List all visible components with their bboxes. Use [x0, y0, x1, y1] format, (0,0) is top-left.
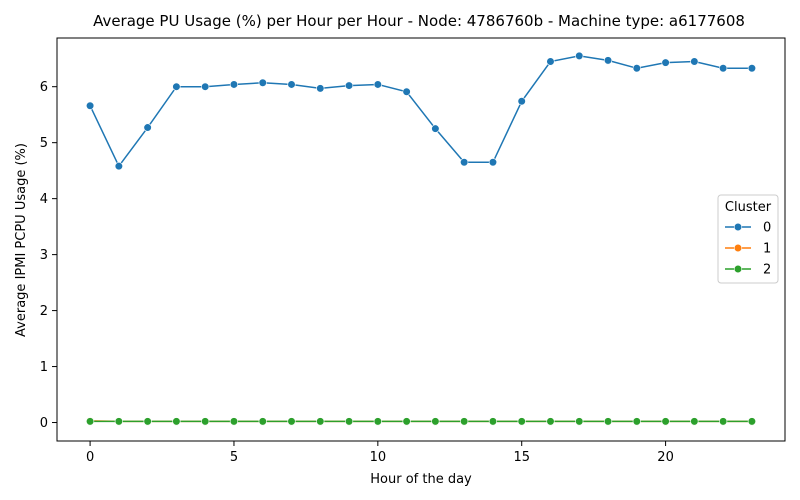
legend: Cluster 0 1 2 [717, 194, 779, 284]
x-tick-label: 10 [370, 450, 387, 465]
data-point [201, 417, 210, 426]
y-tick-label: 5 [40, 136, 48, 151]
data-point [719, 64, 728, 73]
y-axis: 0 1 2 3 4 5 6 [40, 80, 57, 431]
data-point [344, 417, 354, 426]
legend-label: 1 [763, 242, 771, 257]
data-point [85, 417, 95, 426]
legend-label: 2 [763, 263, 771, 278]
data-point [229, 80, 239, 89]
data-point [661, 58, 670, 67]
data-point [431, 417, 440, 426]
data-point [402, 87, 411, 96]
data-point [201, 82, 210, 91]
plot-frame [56, 37, 786, 442]
data-point [229, 417, 239, 426]
legend-title: Cluster [725, 200, 772, 215]
data-point [460, 158, 469, 167]
data-point [690, 417, 699, 426]
data-point [632, 417, 641, 426]
data-point [603, 56, 613, 65]
series-group [85, 51, 757, 426]
data-point [373, 417, 382, 426]
data-point [460, 417, 469, 426]
data-point [316, 84, 325, 93]
y-tick-label: 4 [40, 192, 48, 207]
data-point [114, 417, 123, 426]
legend-marker [733, 222, 743, 232]
data-point [575, 417, 584, 426]
data-point [719, 417, 728, 426]
data-point [661, 417, 670, 426]
data-point [172, 82, 181, 91]
x-tick-label: 20 [657, 450, 674, 465]
data-point [546, 417, 555, 426]
y-tick-label: 6 [40, 80, 48, 95]
y-tick-label: 2 [40, 304, 48, 319]
legend-item-2: 2 [725, 263, 771, 278]
data-point [143, 123, 152, 132]
data-point [373, 80, 382, 89]
data-point [488, 158, 498, 167]
data-point [603, 417, 613, 426]
data-point [546, 57, 555, 66]
data-point [747, 417, 757, 426]
series-line [89, 55, 752, 168]
y-tick-label: 3 [40, 248, 48, 263]
legend-item-0: 0 [725, 221, 771, 236]
y-tick-label: 0 [40, 416, 48, 431]
legend-marker [733, 243, 743, 253]
data-point [402, 417, 411, 426]
data-point [517, 97, 526, 106]
y-tick-label: 1 [40, 360, 48, 375]
legend-box [717, 194, 779, 284]
legend-items: 0 1 2 [725, 221, 771, 278]
data-point [143, 417, 152, 426]
data-point [114, 162, 123, 171]
x-axis-label: Hour of the day [370, 472, 472, 487]
data-point [287, 417, 296, 426]
data-point [517, 417, 526, 426]
data-point [172, 417, 181, 426]
data-point [316, 417, 325, 426]
data-point [287, 80, 296, 89]
x-tick-label: 0 [86, 450, 94, 465]
x-tick-label: 15 [513, 450, 530, 465]
y-axis-label: Average IPMI PCPU Usage (%) [14, 143, 29, 337]
data-point [344, 81, 354, 90]
series-2 [85, 417, 757, 426]
data-point [258, 78, 267, 87]
legend-label: 0 [763, 221, 771, 236]
legend-marker [733, 264, 743, 274]
data-point [85, 101, 95, 110]
data-point [258, 417, 267, 426]
data-point [747, 64, 757, 73]
legend-item-1: 1 [725, 242, 771, 257]
data-point [488, 417, 498, 426]
x-axis: 0 5 10 15 20 [86, 441, 674, 465]
x-tick-label: 5 [230, 450, 238, 465]
data-point [431, 124, 440, 133]
chart-title: Average PU Usage (%) per Hour per Hour -… [93, 12, 745, 30]
series-0 [85, 51, 757, 171]
data-point [632, 64, 641, 73]
data-point [690, 57, 699, 66]
data-point [575, 51, 584, 61]
